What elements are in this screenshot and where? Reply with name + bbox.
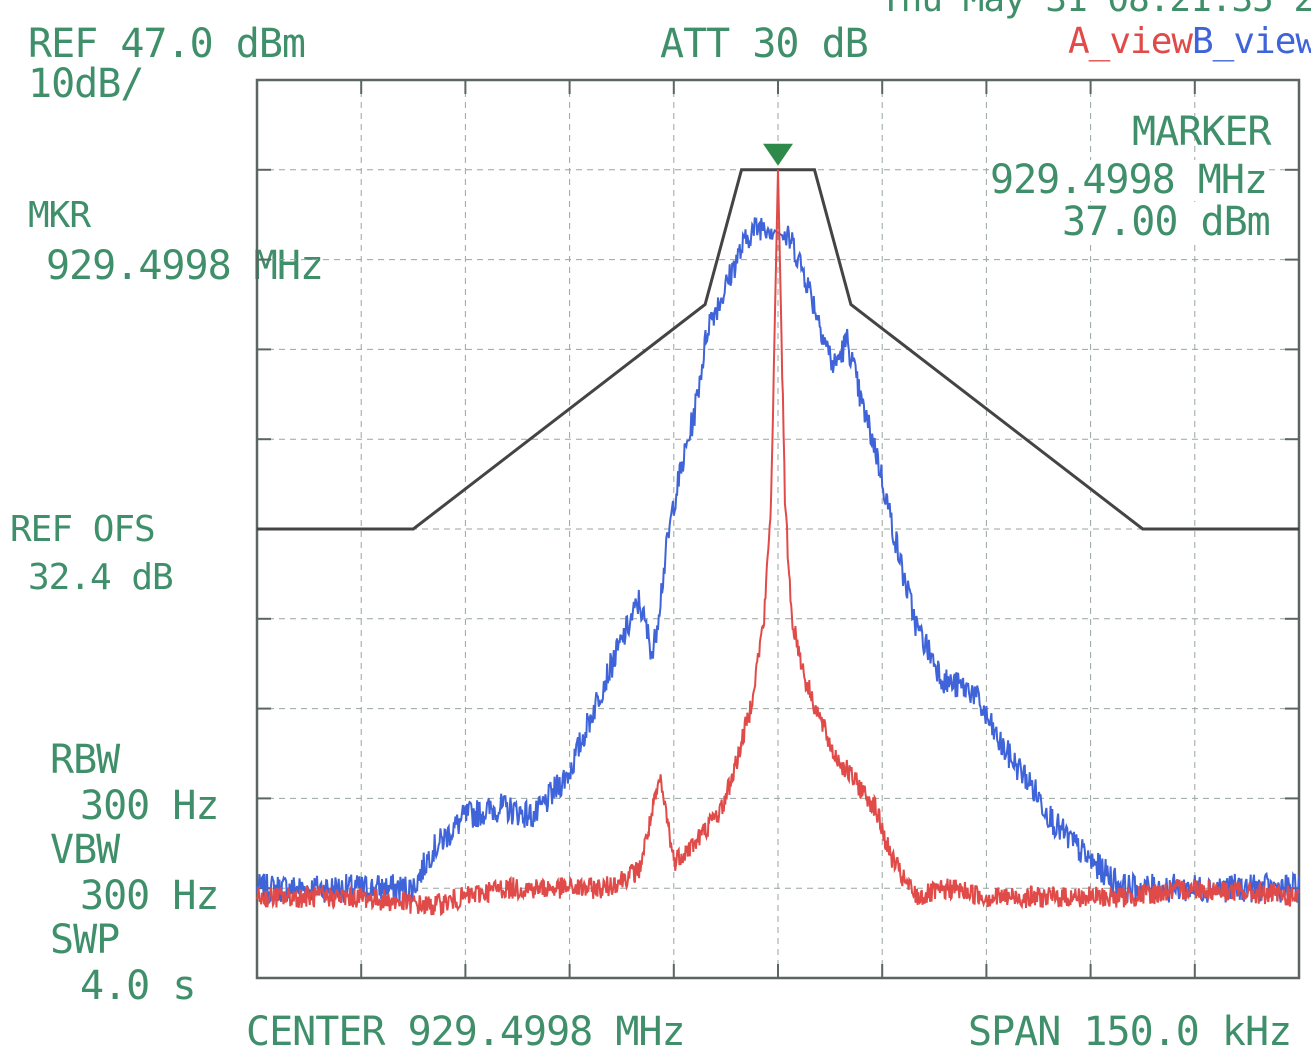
- trace-b-legend: B_view: [1192, 21, 1311, 62]
- trace-a-line: [256, 169, 1300, 917]
- attenuation-label: ATT 30 dB: [660, 21, 869, 67]
- trace-a-legend: A_view: [1068, 21, 1193, 62]
- rbw-label: RBW: [50, 737, 120, 783]
- center-frequency-label: CENTER 929.4998 MHz: [246, 1009, 686, 1055]
- marker-box-frequency: 929.4998 MHz: [990, 157, 1268, 203]
- marker-triangle-icon: [763, 143, 793, 166]
- vbw-value: 300 Hz: [80, 873, 219, 919]
- marker-box-level: 37.00 dBm: [1062, 199, 1271, 245]
- ref-offset-value: 32.4 dB: [28, 557, 174, 598]
- marker-box-title: MARKER: [1132, 109, 1271, 155]
- ref-level-label: REF 47.0 dBm: [28, 21, 306, 67]
- sweep-label: SWP: [50, 917, 120, 963]
- vbw-label: VBW: [50, 827, 120, 873]
- rbw-value: 300 Hz: [80, 783, 219, 829]
- sweep-value: 4.0 s: [80, 963, 196, 1009]
- marker-frequency-readout: 929.4998 MHz: [46, 243, 324, 289]
- timestamp: Thu May 31 08:21:35 2001: [880, 0, 1311, 18]
- ref-offset-label: REF OFS: [10, 509, 156, 550]
- scale-label: 10dB/: [28, 61, 144, 107]
- span-label: SPAN 150.0 kHz: [968, 1009, 1292, 1055]
- marker-label: MKR: [28, 195, 91, 236]
